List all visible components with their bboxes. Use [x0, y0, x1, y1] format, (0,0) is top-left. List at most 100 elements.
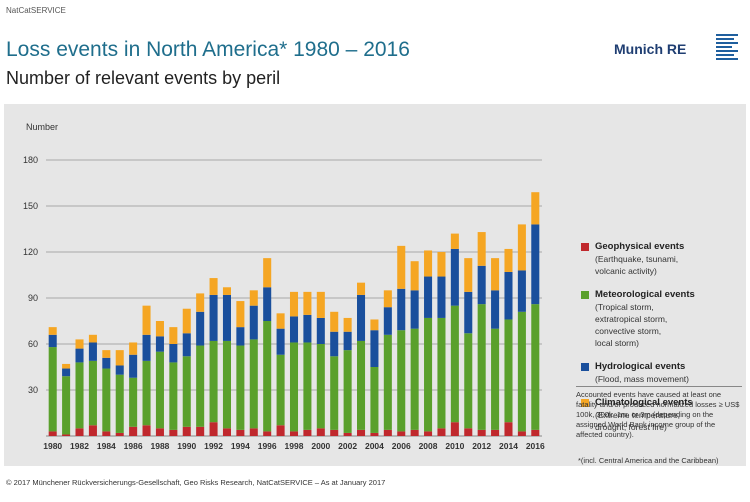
bar-segment — [531, 304, 540, 430]
bar-segment — [276, 313, 285, 329]
bar-stack-1993 — [222, 287, 231, 436]
bar-stack-1999 — [303, 291, 312, 436]
bar-segment — [504, 271, 513, 320]
bar-segment — [169, 429, 178, 436]
y-axis-label: Number — [26, 122, 58, 132]
legend-swatch — [581, 363, 589, 371]
bar-segment — [236, 429, 245, 436]
bar-segment — [450, 233, 459, 249]
y-tick-label: 30 — [28, 385, 38, 395]
bar-segment — [182, 356, 191, 427]
x-tick-label: 1984 — [97, 441, 116, 451]
x-tick-label: 2000 — [311, 441, 330, 451]
y-tick-label: 90 — [28, 293, 38, 303]
bar-segment — [289, 431, 299, 436]
bar-stack-1985 — [115, 350, 124, 436]
bar-segment — [263, 321, 272, 432]
copyright: © 2017 Münchener Rückversicherungs-Gesel… — [6, 478, 386, 487]
page-subtitle: Number of relevant events by peril — [6, 68, 281, 88]
bar-segment — [410, 429, 419, 436]
bar-segment — [437, 276, 446, 318]
bar-segment — [397, 431, 406, 436]
bar-stack-2012 — [477, 232, 486, 436]
bar-segment — [504, 248, 513, 272]
bar-segment — [169, 327, 178, 344]
bar-segment — [531, 429, 540, 436]
bar-segment — [115, 374, 124, 433]
legend-description: (Extreme temperature, drought, forest fi… — [595, 410, 681, 432]
bar-segment — [343, 350, 352, 433]
bar-segment — [316, 291, 325, 318]
bar-segment — [236, 345, 245, 430]
bar-segment — [249, 305, 258, 340]
bar-segment — [410, 328, 419, 430]
bar-segment — [303, 429, 312, 436]
bar-segment — [343, 317, 352, 332]
bar-segment — [62, 363, 71, 369]
bar-segment — [383, 429, 392, 436]
bar-stack-2005 — [383, 290, 392, 436]
legend-name: Meteorological events — [595, 289, 695, 300]
bar-segment — [370, 330, 379, 367]
bar-segment — [477, 429, 486, 436]
bar-segment — [182, 426, 191, 436]
bar-segment — [263, 258, 272, 288]
x-tick-label: 2016 — [526, 441, 545, 451]
bar-segment — [357, 294, 366, 341]
bar-segment — [102, 350, 111, 358]
bar-stack-2010 — [450, 233, 459, 436]
bar-segment — [303, 314, 312, 343]
legend-item: Hydrological events (Flood, mass movement… — [580, 360, 750, 385]
legend-item: Meteorological events (Tropical storm, ex… — [580, 288, 750, 349]
bar-segment — [397, 245, 406, 289]
bar-segment — [88, 360, 97, 426]
bar-segment — [249, 290, 258, 306]
bar-segment — [316, 317, 325, 344]
bar-segment — [209, 278, 218, 295]
bar-segment — [115, 350, 124, 366]
bar-segment — [437, 252, 446, 277]
bar-segment — [196, 311, 205, 346]
bar-segment — [75, 348, 84, 363]
bar-segment — [48, 327, 57, 335]
bar-segment — [517, 311, 526, 432]
logo-mark-icon — [716, 34, 738, 62]
bar-segment — [491, 429, 500, 436]
bar-segment — [303, 291, 312, 315]
bar-segment — [424, 276, 433, 318]
bar-stack-1998 — [289, 291, 299, 436]
bar-segment — [209, 422, 218, 436]
bar-segment — [424, 250, 433, 277]
bar-segment — [464, 333, 473, 429]
bar-segment — [450, 422, 459, 436]
y-tick-label: 120 — [23, 247, 38, 257]
bar-segment — [129, 342, 138, 355]
bar-segment — [129, 354, 138, 378]
x-tick-label: 2002 — [338, 441, 357, 451]
bar-stack-2013 — [491, 258, 500, 436]
bar-segment — [517, 224, 526, 271]
bar-segment — [115, 365, 124, 375]
bar-segment — [289, 291, 299, 317]
bar-segment — [357, 282, 366, 295]
bar-stack-1995 — [249, 290, 258, 436]
bar-segment — [222, 294, 231, 341]
bar-segment — [464, 291, 473, 334]
bar-segment — [155, 351, 164, 429]
bar-stack-2007 — [410, 261, 419, 436]
x-tick-label: 1992 — [204, 441, 223, 451]
bar-segment — [88, 334, 97, 343]
x-tick-label: 1982 — [70, 441, 89, 451]
bar-segment — [222, 287, 231, 295]
bar-segment — [450, 305, 459, 423]
bar-segment — [209, 294, 218, 341]
bar-segment — [263, 287, 272, 321]
bar-segment — [196, 426, 205, 436]
bar-segment — [383, 290, 392, 308]
x-tick-label: 1996 — [258, 441, 277, 451]
bar-segment — [330, 356, 339, 430]
x-tick-label: 2004 — [365, 441, 384, 451]
x-tick-label: 2014 — [499, 441, 518, 451]
bar-segment — [410, 290, 419, 329]
bar-segment — [276, 354, 285, 426]
